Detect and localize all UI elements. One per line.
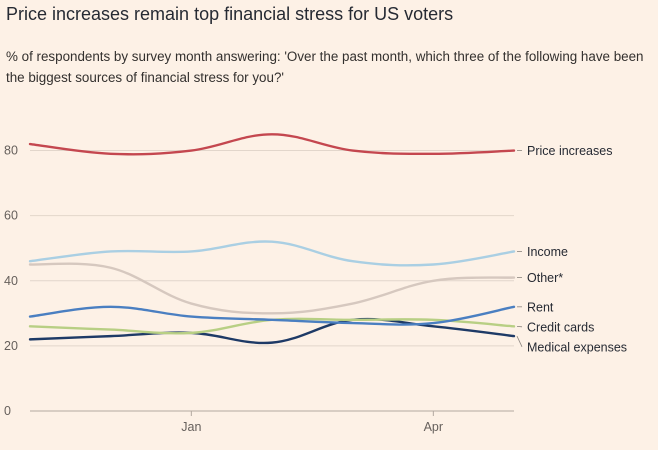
label-connector xyxy=(516,335,523,347)
series-labels: Price increases Income Other* Rent Credit ca… xyxy=(516,144,627,354)
y-tick-label: 20 xyxy=(4,339,18,353)
series-label-price-increases: Price increases xyxy=(527,144,612,158)
y-axis-ticks: 0 20 40 60 80 xyxy=(4,144,18,418)
series-label-income: Income xyxy=(527,245,568,259)
series-line-other- xyxy=(28,262,516,315)
series-line-price-increases xyxy=(28,133,516,156)
series-label-rent: Rent xyxy=(527,300,554,314)
y-tick-label: 60 xyxy=(4,209,18,223)
x-tick-label: Apr xyxy=(424,420,443,434)
chart-title: Price increases remain top financial str… xyxy=(6,4,454,24)
series-line-rent xyxy=(28,305,516,326)
series-lines xyxy=(28,133,516,345)
chart-subtitle: % of respondents by survey month answeri… xyxy=(6,49,644,85)
series-line-income xyxy=(28,240,516,267)
x-tick-label: Jan xyxy=(181,420,201,434)
x-axis: Jan Apr xyxy=(181,411,443,434)
y-tick-label: 80 xyxy=(4,144,18,158)
series-label-credit-cards: Credit cards xyxy=(527,320,594,334)
series-line-medical-expenses xyxy=(28,317,516,345)
series-label-medical-expenses: Medical expenses xyxy=(527,340,627,354)
series-label-other-: Other* xyxy=(527,271,563,285)
y-tick-label: 0 xyxy=(4,404,11,418)
y-tick-label: 40 xyxy=(4,274,18,288)
